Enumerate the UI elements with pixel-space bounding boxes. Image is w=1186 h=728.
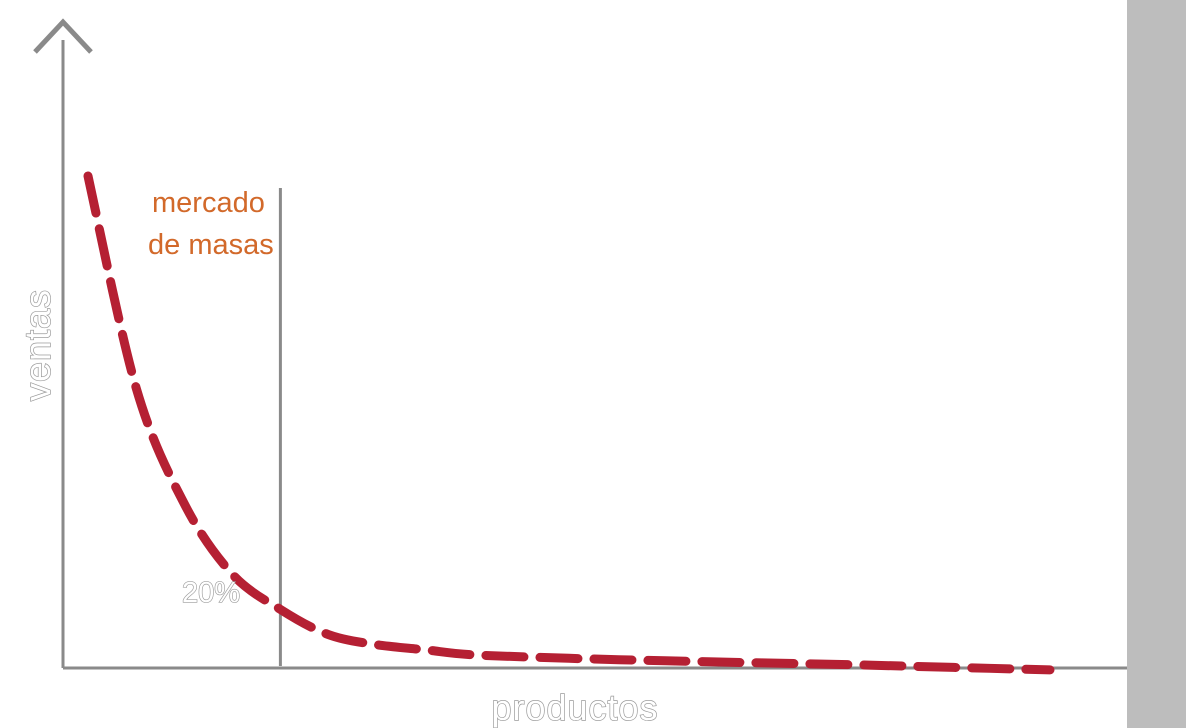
x-axis-label: productos: [491, 687, 658, 728]
series-line-0: [83, 171, 1055, 675]
y-axis-label: ventas: [17, 289, 58, 401]
y-axis-arrowhead-icon: [33, 18, 93, 54]
annotation-mass-market-line-1: mercado: [152, 187, 265, 219]
annotation-mass-market-line-2: de masas: [148, 229, 274, 261]
annotation-20-percent: 20%: [182, 577, 240, 609]
side-panel-strip: [1127, 0, 1186, 728]
